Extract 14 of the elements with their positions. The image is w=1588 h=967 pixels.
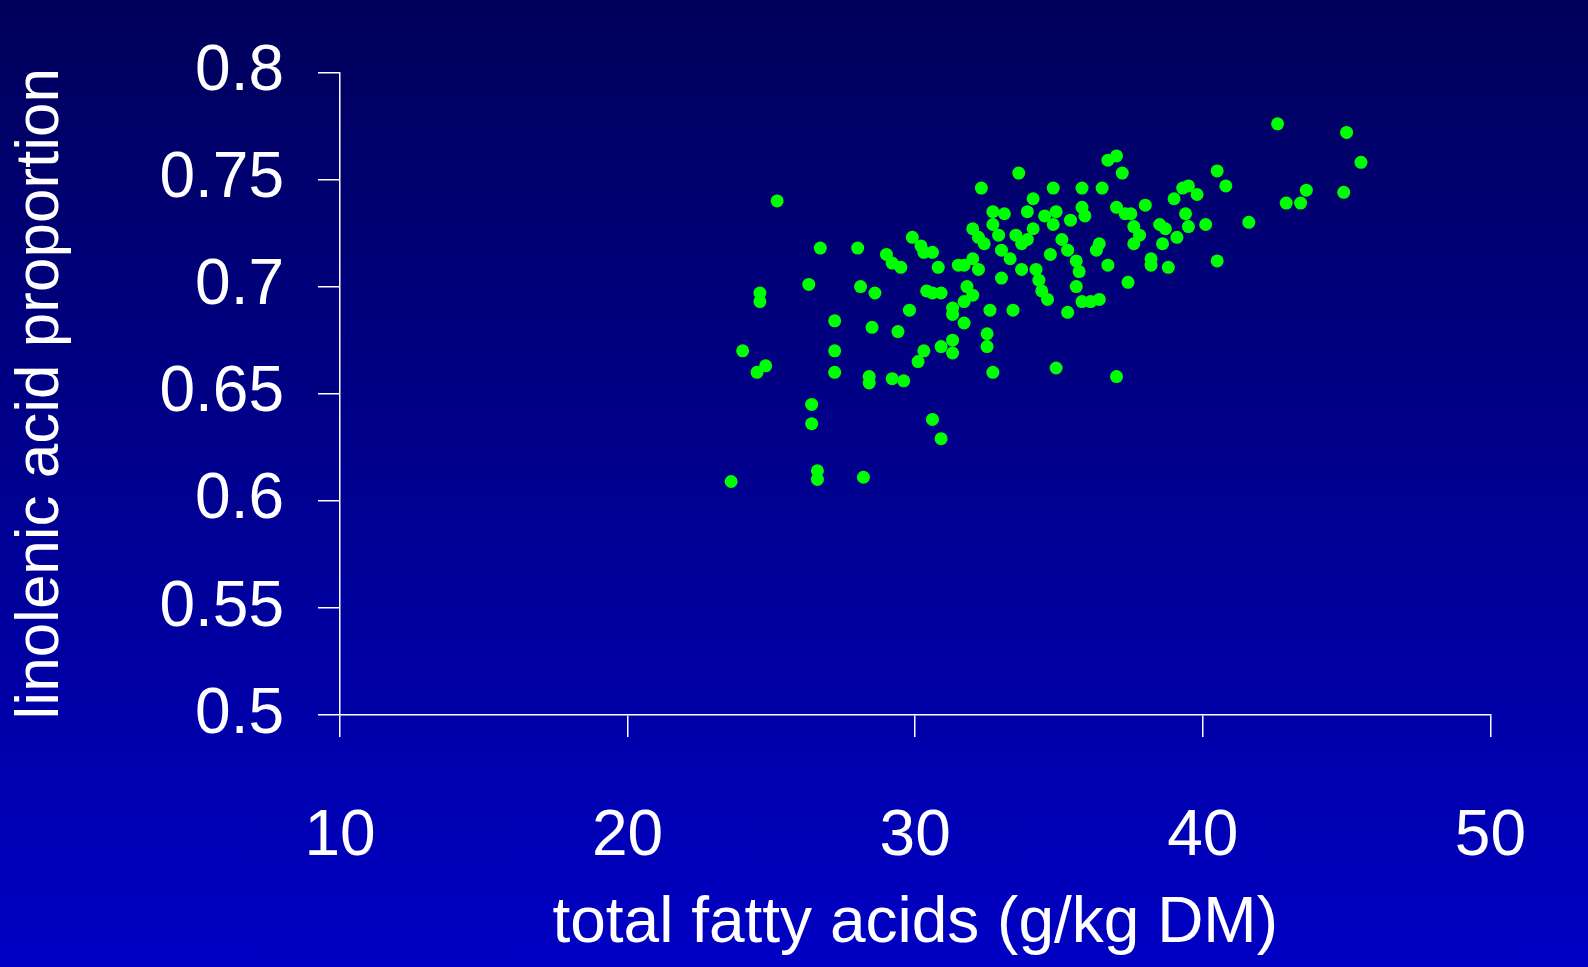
y-tick-label: 0.5 — [195, 674, 284, 747]
y-axis-title: linolenic acid proportion — [2, 68, 72, 720]
y-tick-label: 0.75 — [159, 139, 284, 212]
x-tick-label: 40 — [1167, 797, 1239, 870]
x-tick-label: 10 — [304, 797, 376, 870]
y-tick-label: 0.65 — [159, 353, 284, 426]
y-tick-label: 0.55 — [159, 567, 284, 640]
y-tick-label: 0.6 — [195, 460, 284, 533]
y-tick-label: 0.7 — [195, 246, 284, 319]
x-tick-label: 50 — [1454, 797, 1526, 870]
x-tick-label: 30 — [879, 797, 951, 870]
y-tick-label: 0.8 — [195, 32, 284, 105]
x-tick-label: 20 — [592, 797, 664, 870]
x-axis-title: total fatty acids (g/kg DM) — [552, 884, 1278, 957]
